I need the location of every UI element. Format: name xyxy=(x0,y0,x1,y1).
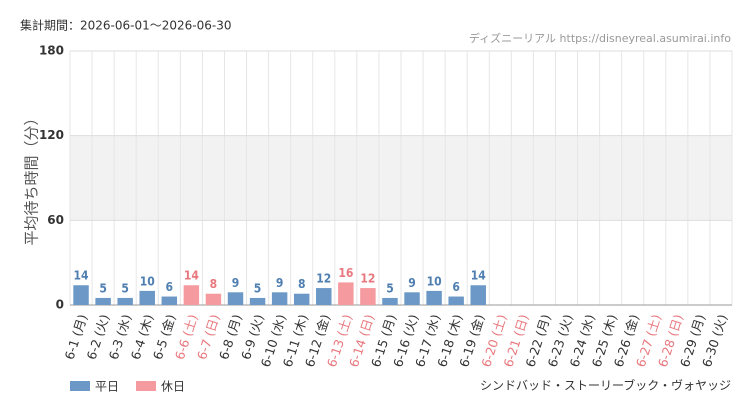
bar xyxy=(139,290,155,305)
bar xyxy=(249,297,266,305)
bar xyxy=(227,292,244,305)
bar xyxy=(470,285,486,305)
bar xyxy=(161,296,178,305)
value-label: 9 xyxy=(276,276,284,290)
y-axis-label: 平均待ち時間（分） xyxy=(23,110,41,245)
bar xyxy=(293,293,310,305)
bar xyxy=(271,292,288,305)
y-tick-label: 60 xyxy=(47,213,64,227)
legend-swatch xyxy=(136,381,156,391)
bar xyxy=(382,297,398,305)
value-label: 8 xyxy=(210,277,218,291)
bar xyxy=(95,297,111,305)
value-label: 6 xyxy=(166,280,174,294)
source: ディズニーリアル https://disneyreal.asumirai.inf… xyxy=(469,31,731,45)
y-tick-label: 180 xyxy=(39,44,64,58)
legend-label: 休日 xyxy=(161,380,185,394)
value-label: 8 xyxy=(298,277,306,291)
bar xyxy=(117,297,133,305)
bar xyxy=(360,288,376,305)
bar xyxy=(73,285,89,305)
value-label: 12 xyxy=(360,272,375,286)
legend-swatch xyxy=(70,381,90,391)
subtitle: 集計期間：2026-06-01～2026-06-30 xyxy=(20,18,231,33)
y-tick-label: 120 xyxy=(39,128,64,142)
value-label: 9 xyxy=(408,276,416,290)
bar xyxy=(404,292,420,305)
legend-label: 平日 xyxy=(95,380,119,394)
value-label: 12 xyxy=(316,272,331,286)
value-label: 5 xyxy=(386,281,394,295)
bar xyxy=(205,293,222,305)
value-label: 6 xyxy=(452,280,460,294)
value-label: 9 xyxy=(232,276,240,290)
y-tick-label: 0 xyxy=(56,298,64,312)
value-label: 5 xyxy=(121,281,129,295)
value-label: 5 xyxy=(254,281,262,295)
bar xyxy=(183,285,200,305)
value-label: 14 xyxy=(471,269,487,283)
value-label: 14 xyxy=(184,269,200,283)
bar xyxy=(448,296,464,305)
value-label: 16 xyxy=(338,266,353,280)
bar xyxy=(426,290,442,305)
value-label: 14 xyxy=(74,269,90,283)
value-label: 5 xyxy=(99,281,107,295)
bar xyxy=(316,288,332,305)
bar xyxy=(338,282,354,305)
value-label: 10 xyxy=(140,274,155,288)
value-label: 10 xyxy=(427,274,442,288)
caption: シンドバッド・ストーリーブック・ヴォヤッジ xyxy=(480,378,731,393)
